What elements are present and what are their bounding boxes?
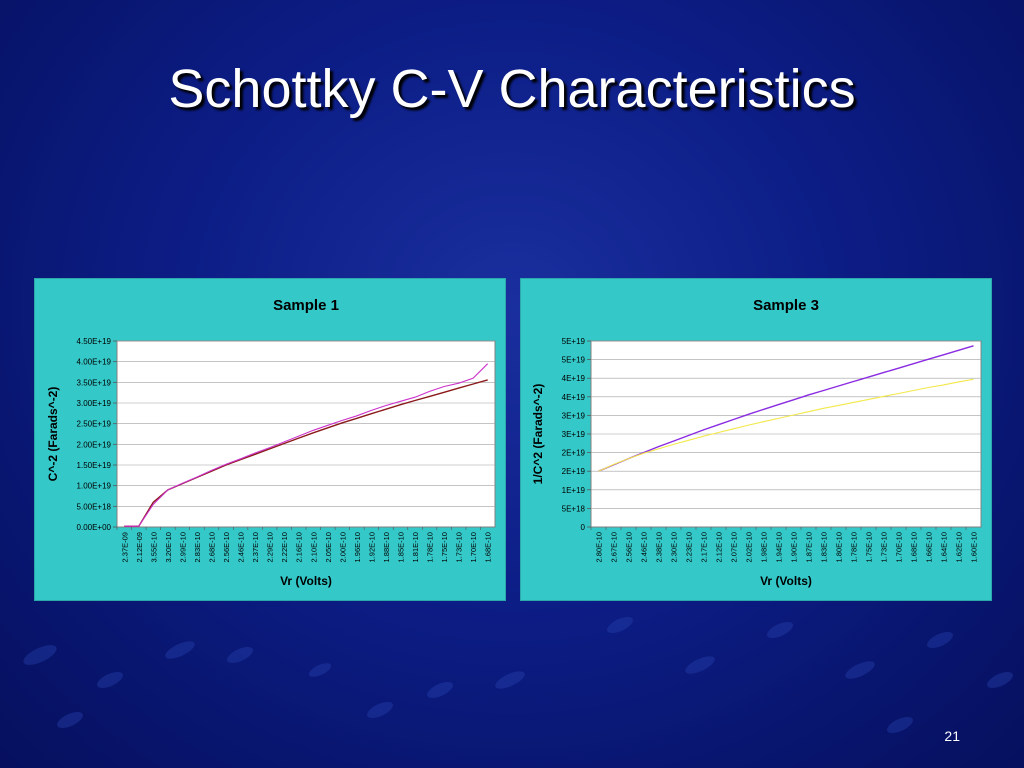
x-tick-label: 2.00E-10 — [338, 532, 347, 562]
y-tick-label: 4E+19 — [562, 393, 586, 402]
x-tick-label: 2.30E-10 — [670, 532, 679, 562]
x-tick-label: 1.92E-10 — [367, 532, 376, 562]
x-tick-label: 1.88E-10 — [382, 532, 391, 562]
y-tick-label: 4.00E+19 — [77, 358, 112, 367]
x-tick-label: 1.75E-10 — [865, 532, 874, 562]
series-line-2 — [598, 378, 974, 472]
y-tick-label: 4.50E+19 — [77, 337, 112, 346]
x-tick-label: 1.78E-10 — [850, 532, 859, 562]
x-tick-label: 1.70E-10 — [895, 532, 904, 562]
plot-area — [116, 340, 496, 528]
y-axis-label: 1/C^2 (Farads^-2) — [531, 384, 545, 485]
chart-sample-1: Sample 1 0.00E+00 5.00E+18 1.00E+19 1.50E+19… — [46, 297, 496, 588]
chart-panel-sample-3: Sample 3 0 5E+18 1E+19 2E+19 2E+19 3E+19 3E+19 4… — [520, 278, 992, 601]
x-tick-label: 2.56E-10 — [222, 532, 231, 562]
x-tick-label: 2.38E-10 — [655, 532, 664, 562]
x-tick-label: 1.73E-10 — [455, 532, 464, 562]
x-tick-label: 2.99E-10 — [178, 532, 187, 562]
page-number: 21 — [944, 728, 960, 744]
x-tick-label: 1.90E-10 — [790, 532, 799, 562]
x-tick-label: 1.70E-10 — [469, 532, 478, 562]
x-tick-label: 1.96E-10 — [353, 532, 362, 562]
x-tick-label: 2.23E-10 — [685, 532, 694, 562]
x-tick-label: 2.05E-10 — [324, 532, 333, 562]
x-tick-label: 1.75E-10 — [440, 532, 449, 562]
x-tick-label: 2.83E-10 — [193, 532, 202, 562]
x-tick-label: 1.80E-10 — [835, 532, 844, 562]
x-tick-label: 2.80E-10 — [595, 532, 604, 562]
x-tick-label: 1.64E-10 — [940, 532, 949, 562]
y-tick-label: 3E+19 — [562, 430, 586, 439]
x-tick-label: 2.02E-10 — [745, 532, 754, 562]
x-tick-label: 1.60E-10 — [970, 532, 979, 562]
x-tick-label: 1.78E-10 — [426, 532, 435, 562]
series-line-2 — [124, 363, 489, 527]
x-tick-label: 2.29E-10 — [266, 532, 275, 562]
x-tick-label: 1.87E-10 — [805, 532, 814, 562]
x-tick-label: 2.12E-09 — [135, 532, 144, 562]
y-tick-label: 2.50E+19 — [77, 420, 112, 429]
y-tick-label: 5E+18 — [562, 504, 586, 513]
x-tick-label: 3.55E-10 — [149, 532, 158, 562]
slide-title: Schottky C-V Characteristics — [168, 59, 856, 119]
y-tick-label: 5E+19 — [562, 337, 586, 346]
x-axis-label: Vr (Volts) — [760, 574, 812, 588]
x-tick-label: 2.17E-10 — [700, 532, 709, 562]
x-tick-label: 1.81E-10 — [411, 532, 420, 562]
x-tick-label: 1.62E-10 — [955, 532, 964, 562]
x-tick-label: 1.68E-10 — [910, 532, 919, 562]
x-tick-label: 1.98E-10 — [760, 532, 769, 562]
x-tick-label: 1.85E-10 — [397, 532, 406, 562]
y-tick-label: 0 — [581, 523, 586, 532]
x-tick-label: 1.94E-10 — [775, 532, 784, 562]
chart-sample-3: Sample 3 0 5E+18 1E+19 2E+19 2E+19 3E+19 3E+19 4… — [531, 297, 982, 588]
y-tick-label: 2E+19 — [562, 467, 586, 476]
y-tick-label: 3.00E+19 — [77, 399, 112, 408]
x-tick-label: 2.12E-10 — [715, 532, 724, 562]
x-tick-label: 2.46E-10 — [640, 532, 649, 562]
y-tick-label: 1.00E+19 — [77, 482, 112, 491]
y-tick-label: 2.00E+19 — [77, 440, 112, 449]
x-tick-label: 2.37E-10 — [251, 532, 260, 562]
x-tick-label: 2.68E-10 — [208, 532, 217, 562]
x-tick-label: 2.46E-10 — [237, 532, 246, 562]
x-tick-label: 2.56E-10 — [625, 532, 634, 562]
x-axis-label: Vr (Volts) — [280, 574, 332, 588]
y-tick-label: 1.50E+19 — [77, 461, 112, 470]
y-tick-label: 5.00E+18 — [77, 502, 112, 511]
y-tick-label: 2E+19 — [562, 449, 586, 458]
x-tick-label: 2.37E-09 — [120, 532, 129, 562]
y-tick-label: 3E+19 — [562, 411, 586, 420]
y-axis-label: C^-2 (Farads^-2) — [46, 387, 60, 482]
y-tick-label: 3.50E+19 — [77, 378, 112, 387]
x-tick-label: 1.73E-10 — [880, 532, 889, 562]
series-line-1 — [598, 345, 974, 472]
x-tick-label: 2.67E-10 — [610, 532, 619, 562]
chart-title: Sample 1 — [273, 297, 339, 314]
y-tick-label: 5E+19 — [562, 356, 586, 365]
x-tick-label: 2.22E-10 — [280, 532, 289, 562]
y-tick-label: 4E+19 — [562, 374, 586, 383]
chart-title: Sample 3 — [753, 297, 819, 314]
x-tick-label: 1.66E-10 — [925, 532, 934, 562]
y-tick-label: 1E+19 — [562, 486, 586, 495]
background-decoration — [23, 616, 1013, 734]
x-tick-label: 2.16E-10 — [295, 532, 304, 562]
x-tick-label: 2.10E-10 — [309, 532, 318, 562]
x-tick-label: 2.07E-10 — [730, 532, 739, 562]
x-tick-label: 1.68E-10 — [484, 532, 493, 562]
y-tick-label: 0.00E+00 — [77, 523, 112, 532]
chart-panel-sample-1: Sample 1 0.00E+00 5.00E+18 1.00E+19 1.50E+19… — [34, 278, 506, 601]
x-tick-label: 3.20E-10 — [164, 532, 173, 562]
x-tick-label: 1.83E-10 — [820, 532, 829, 562]
